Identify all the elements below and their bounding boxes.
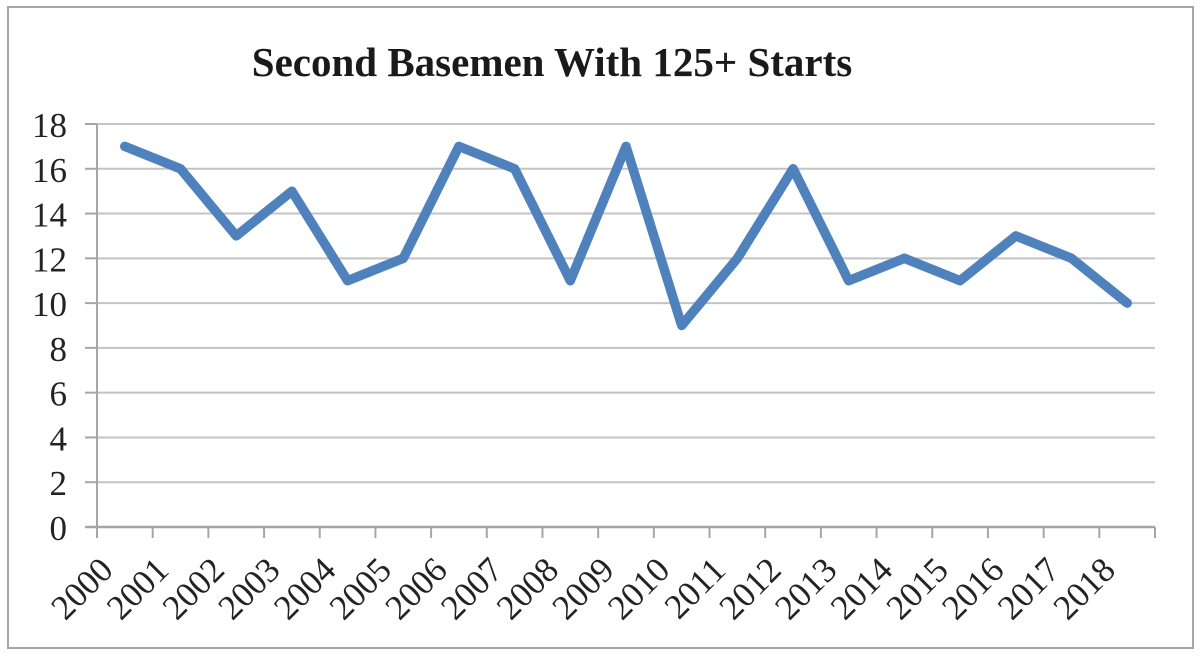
y-tick-label: 14 [32,196,67,235]
y-tick-label: 16 [32,151,67,190]
chart-border [7,6,1194,649]
y-tick-label: 0 [50,509,68,548]
y-tick-label: 4 [50,419,68,458]
data-line-second-basemen [120,141,1132,331]
y-tick-label: 6 [50,375,68,414]
y-tick-label: 12 [32,240,67,279]
y-tick-label: 8 [50,330,68,369]
chart-title: Second Basemen With 125+ Starts [252,39,852,85]
y-tick-label: 10 [32,285,67,324]
y-tick-label: 18 [32,106,67,145]
y-tick-label: 2 [50,464,68,503]
